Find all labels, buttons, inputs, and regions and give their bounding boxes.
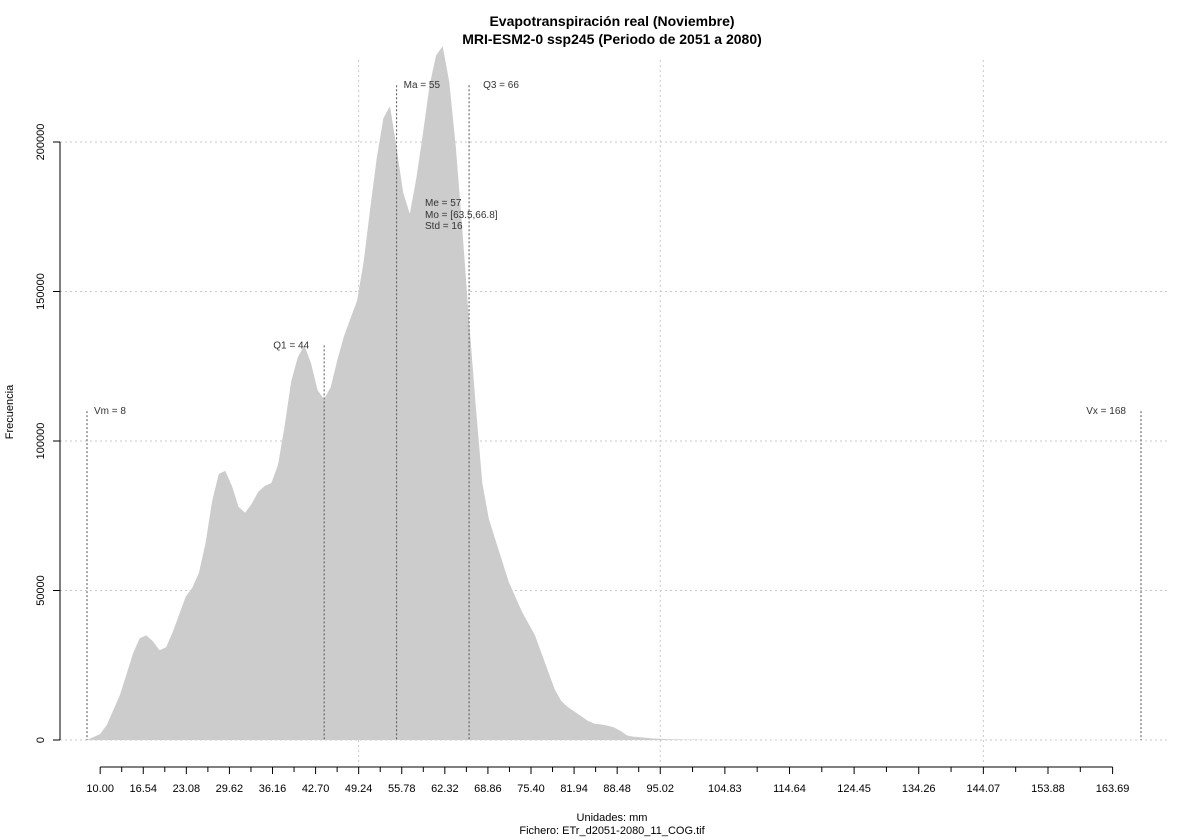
x-tick-label: 49.24 <box>345 783 373 795</box>
y-tick-label: 150000 <box>35 273 47 310</box>
x-tick-label: 163.69 <box>1096 783 1130 795</box>
density-area <box>87 46 1141 741</box>
density-area-layer <box>87 46 1141 741</box>
x-tick-label: 42.70 <box>302 783 330 795</box>
x-tick-label: 55.78 <box>388 783 416 795</box>
x-tick-label: 153.88 <box>1031 783 1065 795</box>
q1-label: Q1 = 44 <box>273 340 309 351</box>
q3-label: Q3 = 66 <box>483 80 519 91</box>
vm-label: Vm = 8 <box>94 406 126 417</box>
reference-lines: Vm = 8 Q1 = 44 Ma = 55 Q3 = 66 Vx = 168 <box>86 80 1142 740</box>
y-tick-label: 0 <box>35 737 47 743</box>
ma-label: Ma = 55 <box>404 80 441 91</box>
mode-label: Mo = [63.5,66.8] <box>425 210 498 221</box>
x-tick-label: 16.54 <box>129 783 157 795</box>
x-tick-label: 88.48 <box>603 783 631 795</box>
x-tick-label: 23.08 <box>173 783 201 795</box>
y-tick-label: 200000 <box>35 124 47 161</box>
x-axis-title: Unidades: mm <box>577 812 648 824</box>
x-tick-label: 114.64 <box>773 783 806 795</box>
y-tick-label: 100000 <box>35 423 47 460</box>
median-label: Me = 57 <box>425 198 462 209</box>
x-tick-label: 81.94 <box>560 783 588 795</box>
vx-label: Vx = 168 <box>1086 406 1126 417</box>
x-tick-label: 95.02 <box>646 783 674 795</box>
std-label: Std = 16 <box>425 221 463 232</box>
x-tick-label: 134.26 <box>902 783 936 795</box>
y-axis: 0 50000 100000 150000 200000 <box>35 124 61 743</box>
x-tick-label: 104.83 <box>708 783 742 795</box>
file-caption: Fichero: ETr_d2051-2080_11_COG.tif <box>519 825 705 837</box>
y-tick-label: 50000 <box>35 575 47 606</box>
x-tick-label: 68.86 <box>474 783 502 795</box>
y-axis-title: Frecuencia <box>4 384 16 439</box>
chart-subtitle: MRI-ESM2-0 ssp245 (Periodo de 2051 a 208… <box>462 31 762 47</box>
x-tick-label: 10.00 <box>86 783 114 795</box>
x-tick-label: 124.45 <box>837 783 871 795</box>
chart-title: Evapotranspiración real (Noviembre) <box>489 13 734 29</box>
x-axis: 10.00 16.54 23.08 29.62 36.16 42.70 49.24 55.78… <box>86 766 1130 795</box>
x-tick-label: 75.40 <box>517 783 545 795</box>
x-tick-label: 29.62 <box>216 783 244 795</box>
x-tick-label: 62.32 <box>431 783 459 795</box>
x-tick-label: 36.16 <box>259 783 287 795</box>
x-tick-label: 144.07 <box>967 783 1001 795</box>
